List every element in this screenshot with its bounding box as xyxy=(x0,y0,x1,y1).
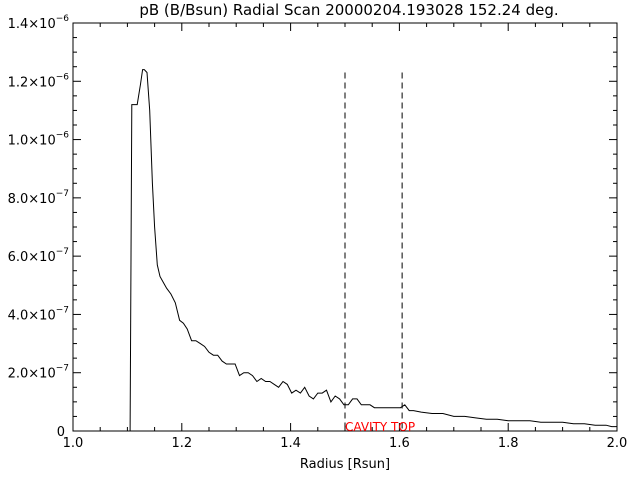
y-tick-label: 1.4×10−6 xyxy=(8,14,70,32)
x-tick-label: 1.2 xyxy=(171,436,192,451)
y-tick-label: 1.2×10−6 xyxy=(8,72,70,90)
cavity-top-label: CAVITY TOP xyxy=(345,420,415,434)
x-tick-label: 1.8 xyxy=(498,436,519,451)
x-tick-label: 1.0 xyxy=(63,436,84,451)
y-tick-label: 4.0×10−7 xyxy=(8,305,69,323)
x-axis-title: Radius [Rsun] xyxy=(300,457,390,472)
x-tick-label: 1.4 xyxy=(280,436,301,451)
y-tick-label: 0 xyxy=(57,425,65,440)
y-tick-label: 8.0×10−7 xyxy=(8,189,69,207)
x-tick-label: 2.0 xyxy=(607,436,628,451)
x-tick-label: 1.6 xyxy=(389,436,410,451)
pb-series-line xyxy=(127,69,617,432)
y-tick-label: 6.0×10−7 xyxy=(8,247,69,265)
chart-title: pB (B/Bsun) Radial Scan 20000204.193028 … xyxy=(139,1,558,19)
y-tick-label: 1.0×10−6 xyxy=(8,131,70,149)
y-tick-label: 2.0×10−7 xyxy=(8,364,69,382)
